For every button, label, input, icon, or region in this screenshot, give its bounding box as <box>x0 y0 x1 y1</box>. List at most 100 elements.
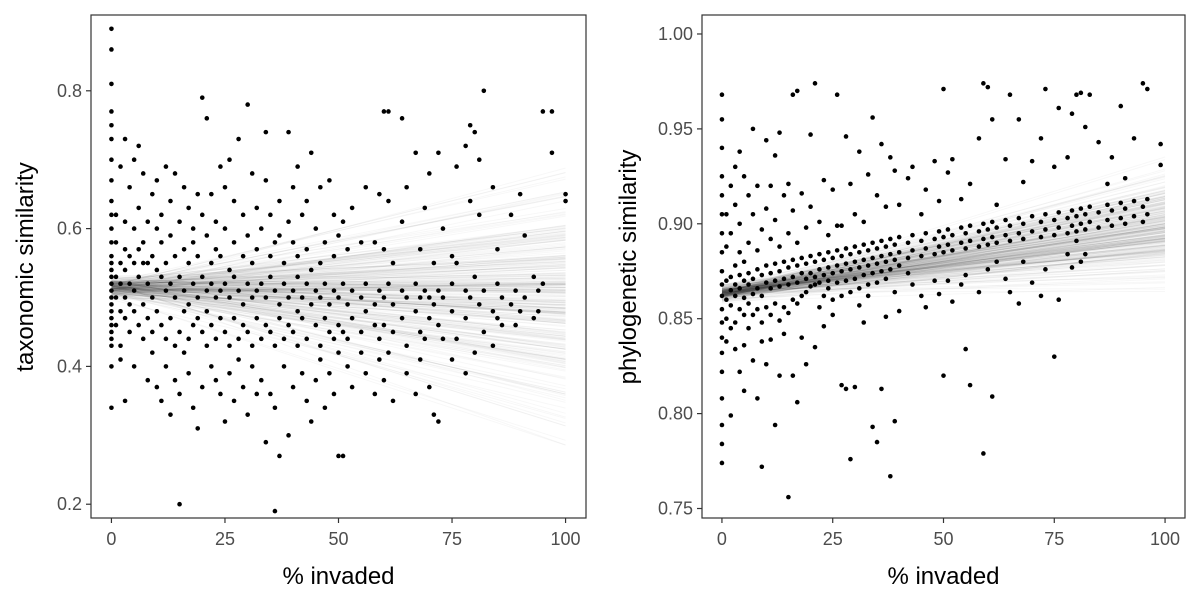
data-point <box>781 193 787 198</box>
data-point <box>1051 217 1057 223</box>
data-point <box>719 117 725 122</box>
data-point <box>263 439 269 445</box>
data-point <box>763 280 769 285</box>
data-point <box>231 398 237 404</box>
data-point <box>821 293 827 299</box>
data-point <box>386 281 391 287</box>
data-point <box>109 136 114 142</box>
data-point <box>436 322 441 328</box>
data-point <box>372 240 378 245</box>
data-point <box>318 357 323 362</box>
data-point <box>109 315 114 321</box>
data-point <box>857 149 862 154</box>
data-point <box>843 278 849 284</box>
data-point <box>540 281 546 287</box>
data-point <box>272 288 278 293</box>
data-point <box>755 396 760 401</box>
data-point <box>1131 213 1137 219</box>
data-point <box>131 364 137 369</box>
data-point <box>1020 221 1026 227</box>
x-tick-label: 75 <box>442 529 462 549</box>
data-point <box>786 181 791 187</box>
data-point <box>209 281 214 287</box>
y-tick-label: 0.8 <box>57 81 82 101</box>
data-point <box>427 315 432 321</box>
data-point <box>163 364 169 369</box>
data-point <box>1007 238 1013 244</box>
data-point <box>331 212 337 218</box>
data-point <box>159 212 164 218</box>
data-point <box>763 305 769 310</box>
data-point <box>1003 156 1008 162</box>
data-point <box>724 297 729 303</box>
data-point <box>295 274 300 280</box>
data-point <box>786 494 791 500</box>
x-axis-ticks-left: 0 25 50 75 100 <box>106 518 581 549</box>
data-point <box>1109 223 1115 228</box>
data-point <box>719 230 725 236</box>
data-point <box>218 253 223 259</box>
data-point <box>190 240 196 245</box>
data-point <box>728 230 734 236</box>
data-point <box>109 122 114 128</box>
data-point <box>888 236 893 242</box>
data-point <box>825 278 831 284</box>
data-point <box>768 183 773 189</box>
data-point <box>1051 164 1057 170</box>
x-tick-label: 25 <box>215 529 235 549</box>
data-point <box>794 240 800 246</box>
y-axis-ticks-left: 0.2 0.4 0.6 0.8 <box>57 81 91 514</box>
data-point <box>919 238 924 244</box>
data-point <box>936 291 942 297</box>
data-point <box>263 178 269 183</box>
data-point <box>857 265 862 270</box>
data-point <box>231 274 237 280</box>
data-point <box>113 322 119 328</box>
data-point <box>1056 297 1062 303</box>
data-point <box>118 281 123 287</box>
data-point <box>536 308 541 314</box>
data-point <box>163 288 169 293</box>
data-point <box>490 308 496 314</box>
data-point <box>724 339 729 344</box>
data-point <box>1122 175 1128 181</box>
data-point <box>390 398 396 404</box>
data-point <box>892 289 898 295</box>
y-axis-title-left: taxonomic similarity <box>12 162 39 371</box>
data-point <box>905 240 911 246</box>
data-point <box>737 369 742 375</box>
data-point <box>136 205 141 211</box>
data-point <box>950 299 955 304</box>
data-point <box>883 204 889 210</box>
data-point <box>463 315 468 321</box>
data-point <box>825 265 831 270</box>
data-point <box>777 268 782 274</box>
data-point <box>122 398 128 404</box>
data-point <box>919 212 924 217</box>
data-point <box>136 246 141 252</box>
data-point <box>821 177 827 183</box>
data-point <box>150 191 155 197</box>
data-point <box>777 244 782 249</box>
data-point <box>1074 92 1079 98</box>
data-point <box>874 193 880 198</box>
data-point <box>1029 280 1035 285</box>
data-point <box>231 315 237 321</box>
data-point <box>213 377 219 383</box>
data-point <box>737 272 742 278</box>
data-point <box>1043 227 1048 232</box>
data-point <box>755 267 760 272</box>
data-point <box>122 136 128 142</box>
data-point <box>985 267 991 272</box>
regression-lines-left <box>111 168 565 445</box>
data-point <box>140 336 146 342</box>
data-point <box>308 302 314 307</box>
data-point <box>236 357 241 362</box>
data-point <box>181 308 187 314</box>
y-tick-label: 1.00 <box>658 24 693 44</box>
data-point <box>825 286 831 291</box>
data-point <box>213 295 219 300</box>
data-point <box>327 302 332 307</box>
data-point <box>399 116 405 121</box>
